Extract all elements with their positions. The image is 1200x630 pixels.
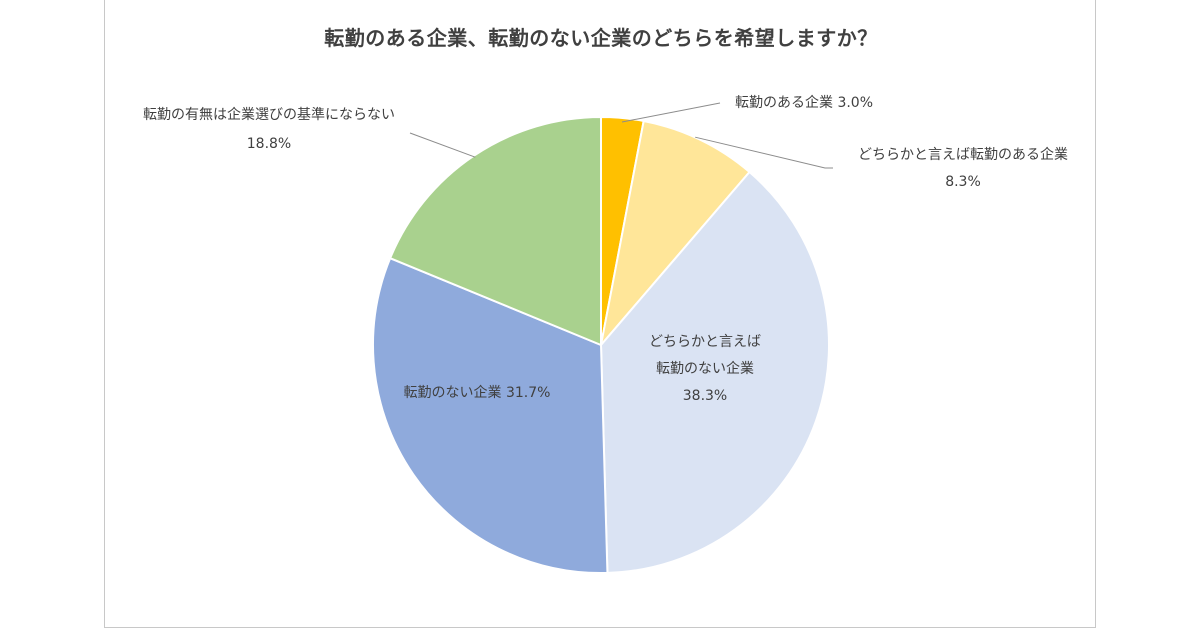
chart-title: 転勤のある企業、転勤のない企業のどちらを希望しますか？ bbox=[324, 26, 878, 50]
pie-chart: 転勤のある企業 3.0%どちらかと言えば転勤のある企業 8.3%どちらかと言えば転… bbox=[143, 94, 1068, 574]
slice-label-s1: どちらかと言えば転勤のある企業 8.3% bbox=[858, 146, 1068, 190]
leader-line-4 bbox=[409, 132, 476, 158]
pie-slice-3 bbox=[372, 256, 609, 574]
slice-label-line: どちらかと言えば bbox=[649, 334, 761, 350]
slice-label-line: 転勤のない企業 31.7% bbox=[404, 384, 551, 401]
leader-lines bbox=[409, 102, 833, 169]
pie-slices bbox=[372, 115, 830, 574]
chart-frame: 転勤のある企業、転勤のない企業のどちらを希望しますか？ 転勤のある企業 3.0%… bbox=[104, 0, 1096, 628]
pie-slice-2 bbox=[599, 170, 830, 574]
leader-line-1 bbox=[695, 136, 833, 169]
slice-label-line: 転勤のない企業 bbox=[656, 360, 754, 377]
slice-label-line: 38.3% bbox=[683, 388, 727, 404]
slice-label-line: 転勤のある企業 3.0% bbox=[735, 94, 873, 111]
slice-label-s3: 転勤のない企業 31.7% bbox=[404, 384, 551, 401]
pie-slice-4 bbox=[388, 115, 602, 347]
slice-label-line: 18.8% bbox=[247, 136, 291, 152]
slice-label-line: 8.3% bbox=[945, 174, 981, 190]
slice-label-s4: 転勤の有無は企業選びの基準にならない 18.8% bbox=[143, 106, 395, 152]
slice-label-line: 転勤の有無は企業選びの基準にならない bbox=[143, 106, 395, 123]
slice-labels: 転勤のある企業 3.0%どちらかと言えば転勤のある企業 8.3%どちらかと言えば転… bbox=[143, 94, 1068, 404]
leader-line-0 bbox=[621, 102, 721, 123]
slice-label-line: どちらかと言えば転勤のある企業 bbox=[858, 146, 1068, 163]
slice-label-s0: 転勤のある企業 3.0% bbox=[735, 94, 873, 111]
pie-slice-1 bbox=[599, 119, 751, 349]
slice-label-s2: どちらかと言えば転勤のない企業 38.3% bbox=[649, 334, 761, 404]
